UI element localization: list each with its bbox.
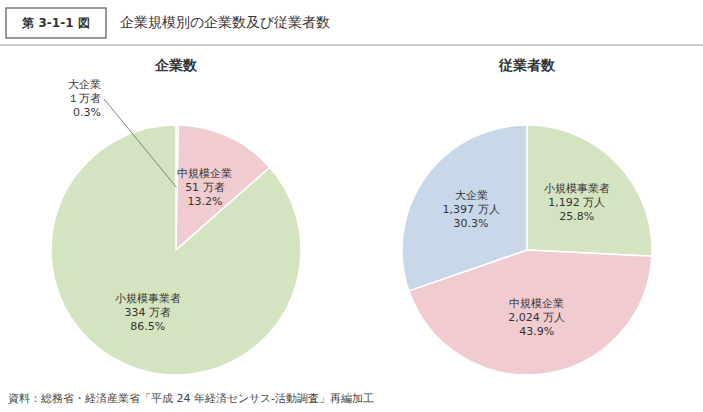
title-label: 第 3-1-1 図 (21, 16, 89, 30)
slice-count: 2,024 万人 (508, 311, 565, 324)
slice-value-label: 13.2% (187, 195, 222, 208)
slice-count: １万者 (68, 92, 101, 105)
slices (51, 125, 301, 375)
slice-value-label: 30.3% (454, 217, 489, 230)
slice-value-label: 43.9% (519, 325, 554, 338)
slice-count: 51 万者 (185, 181, 225, 194)
pie-slice (402, 125, 527, 291)
slice-category: 小規模事業者 (115, 292, 181, 305)
title-label-box (6, 8, 106, 38)
slice-value-label: 86.5% (130, 320, 165, 333)
leader-line (104, 99, 177, 188)
title-bar: 第 3-1-1 図 企業規模別の企業数及び従業者数 (0, 8, 703, 45)
title: 企業規模別の企業数及び従業者数 (120, 14, 330, 30)
pie-slice (527, 125, 652, 256)
pie-title: 従業者数 (498, 57, 556, 73)
pie-slice (51, 125, 301, 375)
source: 資料：総務省・経済産業省「平成 24 年経済センサス-活動調査」再編加工 (8, 392, 374, 405)
slice-count: 1,397 万人 (443, 203, 500, 216)
slices (402, 125, 652, 375)
title-rule (0, 45, 703, 46)
chart-root: 第 3-1-1 図 企業規模別の企業数及び従業者数資料：総務省・経済産業省「平成 … (0, 0, 703, 412)
pie-title: 企業数 (154, 57, 198, 73)
slice-labels: 小規模事業者1,192 万人25.8% 中規模企業2,024 万人43.9% 大企業… (443, 182, 610, 338)
pie-chart: 大企業１万者0.3% 中規模企業51 万者13.2% 小規模事業者334 万者86.… (51, 78, 301, 375)
slice-category: 中規模企業 (509, 297, 564, 310)
pie-chart: 小規模事業者1,192 万人25.8% 中規模企業2,024 万人43.9% 大企業… (402, 125, 652, 375)
slice-count: 334 万者 (124, 306, 171, 319)
slice-category: 大企業 (455, 189, 488, 202)
slice-category: 大企業 (68, 78, 101, 91)
slice-value-label: 25.8% (559, 210, 594, 223)
slice-count: 1,192 万人 (548, 196, 605, 209)
slice-value-label: 0.3% (73, 106, 101, 119)
slice-category: 小規模事業者 (544, 182, 610, 195)
slice-category: 中規模企業 (177, 167, 232, 180)
slice-labels: 大企業１万者0.3% 中規模企業51 万者13.2% 小規模事業者334 万者86.… (68, 78, 232, 333)
